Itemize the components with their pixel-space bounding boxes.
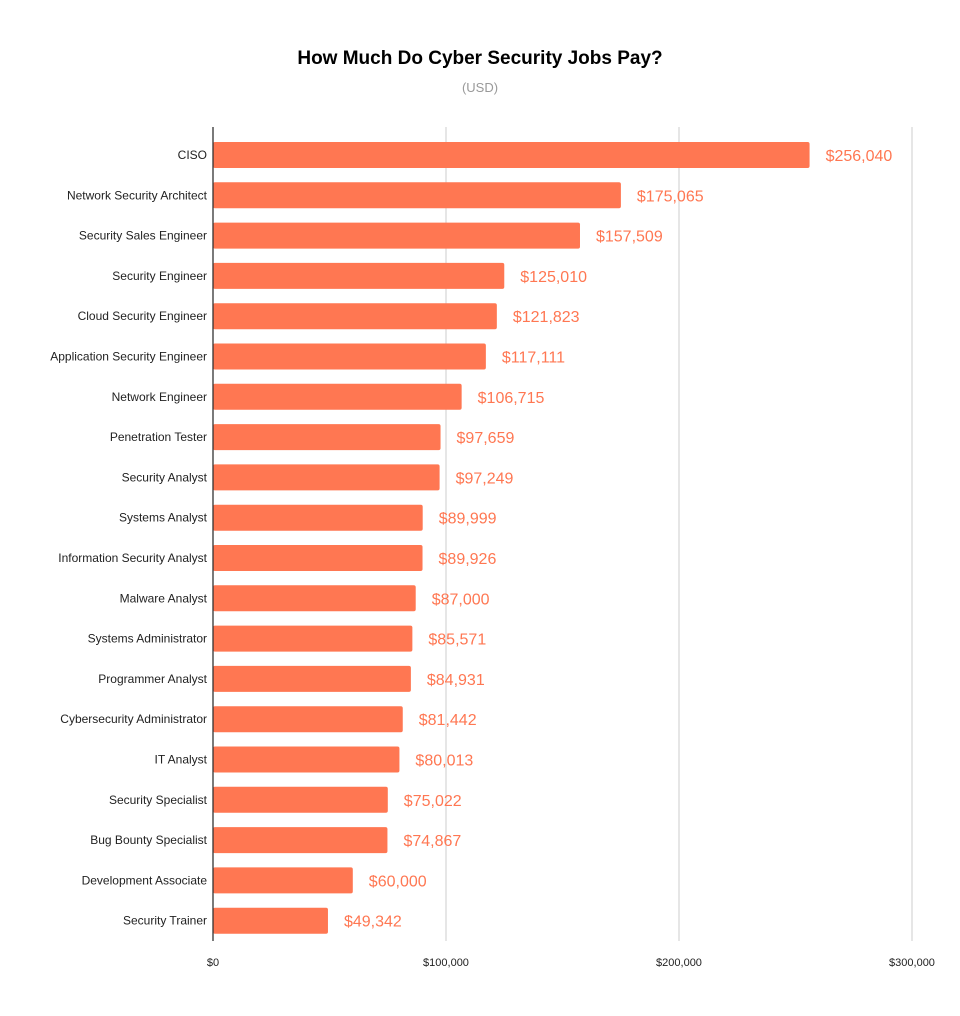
bar	[213, 625, 413, 652]
data-label: $89,999	[439, 511, 497, 528]
bar	[213, 464, 440, 491]
x-tick-label: $0	[207, 957, 219, 969]
category-label: Systems Administrator	[88, 632, 207, 646]
category-label: Cloud Security Engineer	[78, 309, 207, 323]
bar	[213, 665, 411, 692]
bar	[213, 504, 423, 531]
bar	[213, 585, 416, 612]
category-label: Security Sales Engineer	[79, 229, 207, 243]
category-label: CISO	[178, 148, 207, 162]
bar	[213, 343, 486, 370]
category-label: Information Security Analyst	[58, 551, 207, 565]
data-label: $97,249	[456, 470, 514, 487]
bar	[213, 545, 423, 571]
category-label: Network Engineer	[112, 390, 207, 404]
data-label: $84,931	[427, 672, 485, 689]
data-label: $125,010	[520, 269, 587, 286]
bar	[213, 383, 462, 410]
category-label: Cybersecurity Administrator	[60, 712, 207, 726]
bar	[213, 142, 810, 168]
bar	[213, 706, 403, 733]
category-label: Development Associate	[82, 873, 208, 887]
x-tick-label: $200,000	[656, 957, 702, 969]
data-label: $97,659	[457, 430, 515, 447]
x-tick-label: $300,000	[889, 957, 935, 969]
chart-title: How Much Do Cyber Security Jobs Pay?	[297, 48, 663, 69]
chart-subtitle: (USD)	[461, 80, 499, 95]
category-label: Systems Analyst	[119, 511, 208, 525]
data-label: $80,013	[415, 753, 473, 770]
bar	[213, 786, 388, 813]
data-label: $87,000	[432, 591, 490, 608]
bar	[213, 827, 388, 854]
category-label: Security Engineer	[112, 269, 207, 283]
bar	[213, 907, 328, 934]
data-label: $175,065	[637, 188, 704, 205]
category-label: Bug Bounty Specialist	[90, 833, 207, 847]
bar	[213, 303, 497, 330]
bar	[213, 746, 400, 773]
data-label: $75,022	[404, 793, 462, 810]
category-label: Programmer Analyst	[98, 672, 207, 686]
category-label: Malware Analyst	[120, 591, 208, 605]
data-label: $85,571	[428, 632, 486, 649]
data-label: $256,040	[826, 148, 893, 165]
data-label: $49,342	[344, 914, 402, 931]
category-label: Security Trainer	[123, 914, 207, 928]
bar	[213, 867, 353, 894]
data-label: $121,823	[513, 309, 580, 326]
category-label: Application Security Engineer	[50, 350, 207, 364]
x-tick-label: $100,000	[423, 957, 469, 969]
bar	[213, 222, 580, 249]
data-label: $157,509	[596, 229, 663, 246]
data-label: $60,000	[369, 873, 427, 890]
category-label: Security Specialist	[109, 793, 208, 807]
category-label: Security Analyst	[122, 470, 208, 484]
data-label: $117,111	[502, 350, 565, 367]
data-label: $74,867	[403, 833, 461, 850]
bar	[213, 262, 505, 289]
data-label: $106,715	[478, 390, 545, 407]
data-label: $81,442	[419, 712, 477, 729]
category-label: Network Security Architect	[67, 188, 208, 202]
category-label: IT Analyst	[155, 753, 208, 767]
bar	[213, 182, 621, 209]
category-label: Penetration Tester	[110, 430, 207, 444]
bar	[213, 424, 441, 451]
data-label: $89,926	[439, 551, 497, 568]
